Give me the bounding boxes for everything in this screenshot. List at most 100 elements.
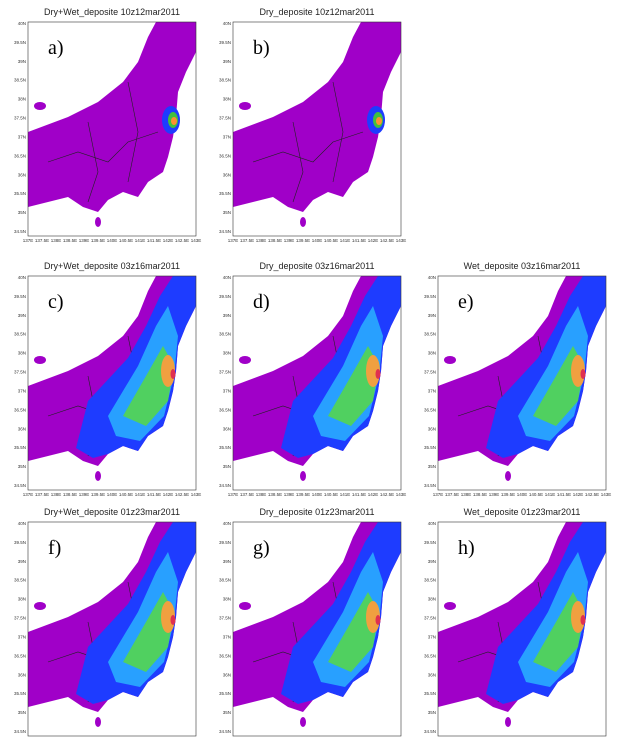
panel-label: h) <box>458 537 475 559</box>
lon-label: 138.5E <box>63 492 77 497</box>
lon-label: 143E <box>191 238 202 243</box>
map-area <box>438 276 606 490</box>
lat-label: 37.5N <box>219 116 231 121</box>
lat-label: 38N <box>18 97 26 102</box>
lon-label: 142E <box>368 492 379 497</box>
lon-label: 140E <box>107 238 118 243</box>
lat-label: 39N <box>18 313 26 318</box>
lon-label: 138E <box>51 238 62 243</box>
lat-label: 39.5N <box>219 40 231 45</box>
lat-label: 39.5N <box>219 540 231 545</box>
panels: Dry+Wet_deposite 10z12mar2011 a) 40N 39.5N 3… <box>14 7 611 737</box>
lon-label: 137E <box>23 238 34 243</box>
lon-label: 141.5E <box>352 238 366 243</box>
lon-label: 140E <box>312 238 323 243</box>
map-panel: Dry+Wet_deposite 03z16mar2011 c) 40N 39.5N 3… <box>14 261 201 497</box>
lon-label: 142.5E <box>175 492 189 497</box>
lat-label: 37N <box>428 634 436 639</box>
lon-label: 140E <box>517 492 528 497</box>
map-area <box>28 522 196 736</box>
lat-label: 36N <box>18 672 26 677</box>
lat-label: 40N <box>18 21 26 26</box>
lat-label: 37.5N <box>219 616 231 621</box>
lat-label: 38N <box>428 597 436 602</box>
lat-label: 36.5N <box>424 407 436 412</box>
lon-label: 139E <box>284 492 295 497</box>
lat-label: 40N <box>18 521 26 526</box>
lon-label: 138.5E <box>268 238 282 243</box>
panel-label: a) <box>48 37 64 59</box>
lat-label: 38.5N <box>14 578 26 583</box>
lon-label: 142.5E <box>175 238 189 243</box>
lat-label: 35N <box>428 710 436 715</box>
lat-label: 38.5N <box>219 78 231 83</box>
panel-title: Dry+Wet_deposite 03z16mar2011 <box>44 261 180 271</box>
lon-label: 139E <box>79 238 90 243</box>
map-frame <box>27 521 197 737</box>
lat-label: 35.5N <box>424 691 436 696</box>
lat-label: 35.5N <box>424 445 436 450</box>
lat-label: 37.5N <box>14 616 26 621</box>
panel-label: f) <box>48 537 61 559</box>
panel-title: Dry_deposite 10z12mar2011 <box>260 7 375 17</box>
map-panel: Wet_deposite 03z16mar2011 e) 40N 39.5N 39N 38… <box>424 261 611 497</box>
lon-label: 139E <box>284 238 295 243</box>
lat-label: 36.5N <box>14 653 26 658</box>
map-frame <box>232 21 402 237</box>
panel-label: d) <box>253 291 270 313</box>
lon-label: 138.5E <box>63 238 77 243</box>
lat-label: 35.5N <box>14 691 26 696</box>
lon-label: 139.5E <box>91 238 105 243</box>
lat-label: 37.5N <box>219 370 231 375</box>
panel-label: c) <box>48 291 64 313</box>
panel-title: Dry_deposite 01z23mar2011 <box>260 507 375 517</box>
lat-label: 34.5N <box>219 229 231 234</box>
map-area <box>233 522 401 736</box>
panel-title: Dry_deposite 03z16mar2011 <box>260 261 375 271</box>
lat-label: 39.5N <box>424 540 436 545</box>
lat-label: 35.5N <box>14 191 26 196</box>
lat-label: 38N <box>223 97 231 102</box>
lat-label: 39N <box>428 559 436 564</box>
lat-label: 39N <box>428 313 436 318</box>
map-panel: Wet_deposite 01z23mar2011 h) 40N 39.5N 39N 38… <box>424 507 607 737</box>
lon-label: 141.5E <box>557 492 571 497</box>
map-frame <box>232 521 402 737</box>
lat-label: 36N <box>428 672 436 677</box>
lat-label: 38N <box>18 597 26 602</box>
map-area <box>28 276 196 490</box>
lon-label: 140.5E <box>529 492 543 497</box>
lat-label: 35.5N <box>14 445 26 450</box>
lat-label: 37N <box>223 388 231 393</box>
lat-label: 40N <box>428 521 436 526</box>
map-panel: Dry+Wet_deposite 01z23mar2011 f) 40N 39.5N 3… <box>14 507 197 737</box>
lon-label: 142.5E <box>380 238 394 243</box>
lon-label: 137.5E <box>35 238 49 243</box>
lat-label: 38N <box>18 351 26 356</box>
lon-label: 143E <box>396 492 407 497</box>
lon-label: 143E <box>601 492 612 497</box>
lat-label: 39N <box>223 313 231 318</box>
lat-label: 38N <box>223 597 231 602</box>
lat-label: 35N <box>223 464 231 469</box>
lat-label: 36.5N <box>14 153 26 158</box>
lat-label: 38N <box>223 351 231 356</box>
lon-label: 140.5E <box>119 238 133 243</box>
map-area <box>438 522 606 736</box>
lat-label: 39N <box>18 59 26 64</box>
lon-label: 139.5E <box>501 492 515 497</box>
lat-label: 35.5N <box>219 691 231 696</box>
lat-label: 35N <box>18 464 26 469</box>
lat-label: 36.5N <box>219 153 231 158</box>
panel-title: Wet_deposite 03z16mar2011 <box>464 261 581 271</box>
lat-label: 37N <box>428 388 436 393</box>
map-panel: Dry+Wet_deposite 10z12mar2011 a) 40N 39.5N 3… <box>14 7 201 243</box>
map-area <box>233 22 401 236</box>
lat-label: 35N <box>18 210 26 215</box>
map-area <box>233 276 401 490</box>
lon-label: 141E <box>340 492 351 497</box>
lat-label: 35N <box>18 710 26 715</box>
lon-label: 137E <box>228 492 239 497</box>
lat-label: 35.5N <box>219 445 231 450</box>
